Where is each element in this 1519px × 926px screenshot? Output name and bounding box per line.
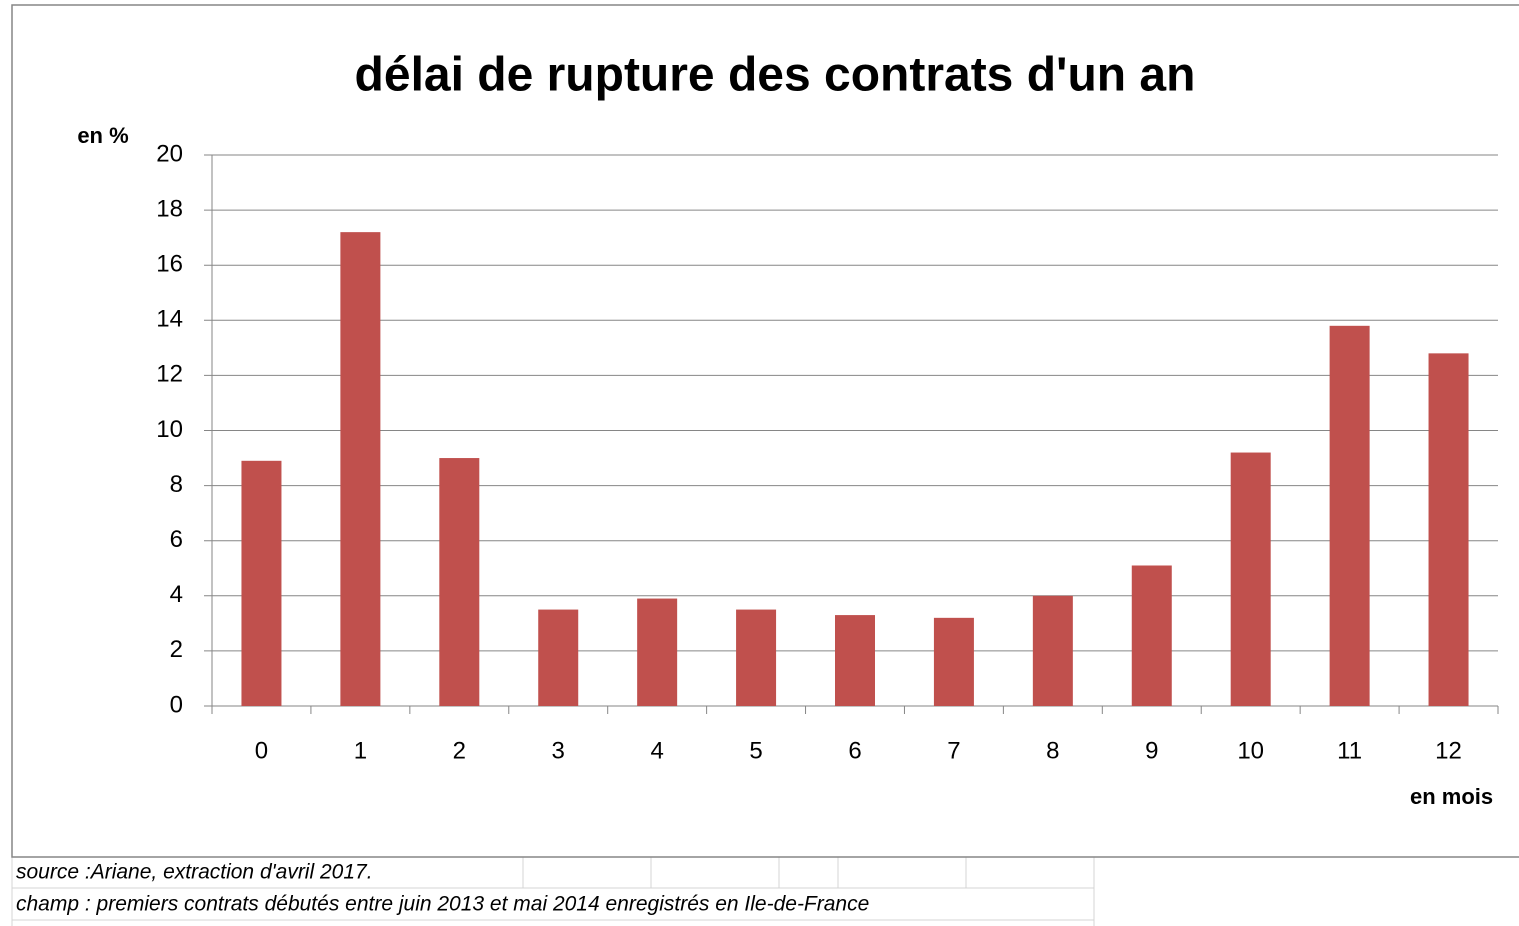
y-tick-label: 12 bbox=[156, 361, 183, 388]
bar bbox=[736, 609, 777, 706]
bar bbox=[340, 232, 381, 706]
y-tick-label: 10 bbox=[156, 416, 183, 443]
bar bbox=[1131, 565, 1172, 706]
bar bbox=[835, 615, 875, 706]
y-tick-label: 6 bbox=[170, 526, 183, 553]
x-tick-label: 7 bbox=[947, 737, 960, 764]
chart-border bbox=[11, 4, 1519, 858]
y-tick-label: 8 bbox=[170, 471, 183, 498]
note: source :Ariane, extraction d'avril 2017. bbox=[16, 861, 373, 884]
x-tick-label: 10 bbox=[1237, 737, 1264, 764]
x-tick-label: 11 bbox=[1337, 737, 1362, 764]
y-axis-label: en % bbox=[77, 123, 128, 148]
bar bbox=[1428, 353, 1469, 706]
y-tick-label: 4 bbox=[170, 581, 183, 608]
y-tick-label: 14 bbox=[156, 306, 183, 333]
bar bbox=[1032, 595, 1073, 706]
bar bbox=[439, 458, 480, 706]
x-tick-label: 3 bbox=[552, 737, 565, 764]
bar bbox=[1230, 452, 1271, 706]
bar bbox=[637, 598, 678, 706]
y-tick-label: 20 bbox=[156, 140, 183, 167]
x-tick-label: 12 bbox=[1435, 737, 1462, 764]
x-tick-label: 6 bbox=[848, 737, 861, 764]
x-tick-label: 8 bbox=[1046, 737, 1059, 764]
bar bbox=[241, 460, 282, 706]
y-tick-label: 18 bbox=[156, 195, 183, 222]
bar bbox=[1329, 325, 1370, 706]
y-tick-label: 2 bbox=[170, 636, 183, 663]
x-tick-label: 0 bbox=[255, 737, 268, 764]
chart-title: délai de rupture des contrats d'un an bbox=[355, 49, 1196, 102]
x-tick-label: 5 bbox=[749, 737, 762, 764]
x-tick-label: 1 bbox=[354, 737, 367, 764]
x-tick-label: 2 bbox=[453, 737, 466, 764]
x-tick-label: 9 bbox=[1145, 737, 1158, 764]
y-tick-label: 0 bbox=[170, 691, 183, 718]
note: champ : premiers contrats débutés entre … bbox=[16, 893, 869, 916]
bar bbox=[538, 609, 579, 706]
x-tick-label: 4 bbox=[650, 737, 663, 764]
y-tick-label: 16 bbox=[156, 251, 183, 278]
x-axis-label: en mois bbox=[1410, 784, 1493, 809]
bar bbox=[933, 617, 974, 706]
